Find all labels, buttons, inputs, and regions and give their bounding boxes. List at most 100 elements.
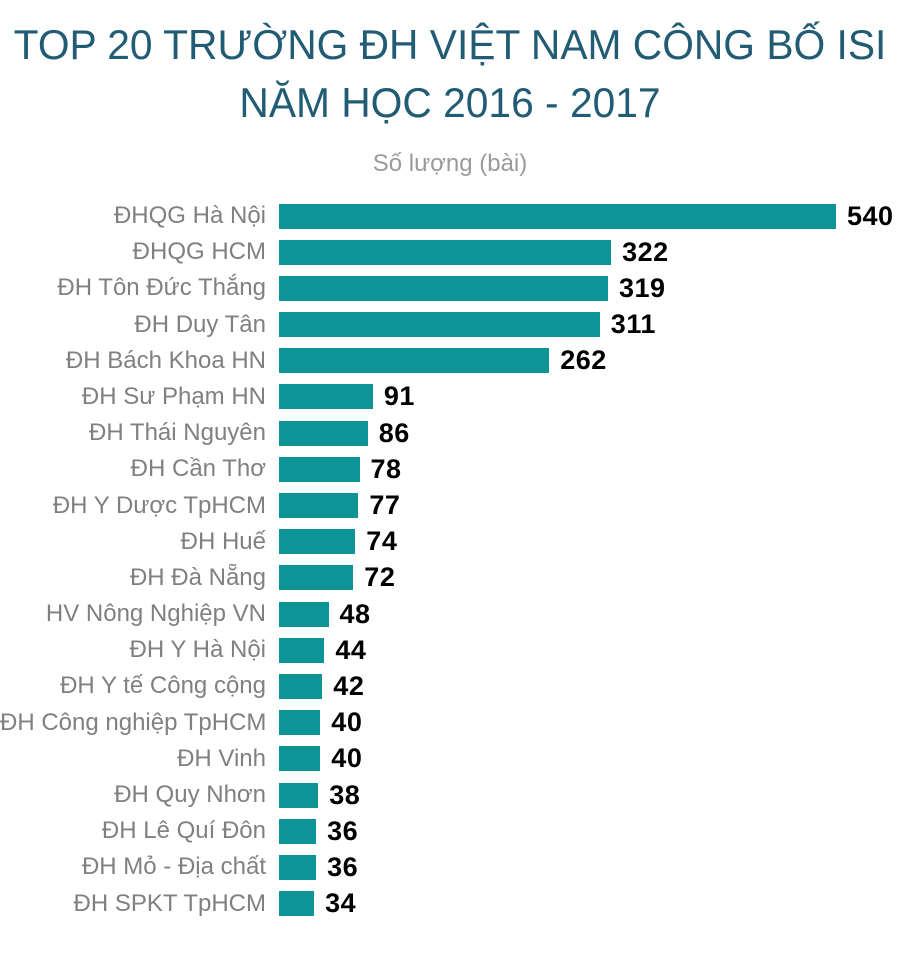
category-label: ĐH Lê Quí Đôn bbox=[101, 817, 266, 845]
bar-area: 38 bbox=[279, 780, 900, 811]
bar-area: 44 bbox=[279, 635, 900, 666]
category-label: ĐH SPKT TpHCM bbox=[73, 889, 266, 917]
chart-row: ĐH Tôn Đức Thắng 319 bbox=[0, 270, 900, 306]
category-label: ĐHQG Hà Nội bbox=[113, 202, 266, 229]
value-label: 78 bbox=[370, 453, 402, 484]
chart-row: ĐH Sư Phạm HN 91 bbox=[0, 379, 900, 415]
chart-row: ĐH Huế 74 bbox=[0, 524, 900, 560]
chart-row: HV Nông Nghiệp VN 48 bbox=[0, 596, 900, 632]
chart-row: ĐH Quy Nhơn 38 bbox=[0, 777, 900, 813]
value-label: 311 bbox=[610, 309, 656, 340]
bar bbox=[279, 384, 373, 410]
value-label: 48 bbox=[339, 598, 371, 629]
bar bbox=[279, 493, 359, 518]
category-label: ĐH Mỏ - Địa chất bbox=[81, 853, 266, 881]
bar-area: 262 bbox=[279, 345, 900, 376]
category-label: ĐH Duy Tân bbox=[134, 310, 266, 338]
bar bbox=[279, 782, 319, 808]
bar bbox=[279, 710, 321, 736]
chart-row: ĐHQG HCM 322 bbox=[0, 234, 900, 270]
chart-row: ĐH Thái Nguyên 86 bbox=[0, 415, 900, 451]
chart-page: TOP 20 TRƯỜNG ĐH VIỆT NAM CÔNG BỐ ISI NĂM… bbox=[0, 16, 900, 922]
bar-area: 36 bbox=[279, 816, 900, 847]
bar bbox=[279, 275, 608, 301]
bar bbox=[279, 529, 356, 555]
bar bbox=[279, 312, 600, 338]
axis-unit-label: Số lượng (bài) bbox=[372, 149, 528, 177]
bar-area: 77 bbox=[279, 490, 900, 521]
bar bbox=[279, 348, 550, 374]
bar bbox=[279, 420, 368, 446]
value-label: 91 bbox=[383, 381, 415, 412]
value-label: 36 bbox=[327, 851, 359, 882]
bar-area: 72 bbox=[279, 562, 900, 593]
category-label: ĐH Cần Thơ bbox=[130, 455, 266, 483]
bar-area: 40 bbox=[279, 707, 900, 738]
bar-area: 34 bbox=[279, 888, 900, 919]
value-label: 44 bbox=[335, 634, 367, 665]
value-label: 72 bbox=[364, 562, 396, 593]
chart-row: ĐH Y tế Công cộng 42 bbox=[0, 668, 900, 704]
bar-area: 91 bbox=[279, 381, 900, 412]
bar-area: 36 bbox=[279, 852, 900, 883]
bar-area: 74 bbox=[279, 526, 900, 557]
chart-row: ĐHQG Hà Nội 540 bbox=[0, 198, 900, 234]
chart-row: ĐH Đà Nẵng 72 bbox=[0, 560, 900, 596]
bar-area: 78 bbox=[279, 454, 900, 485]
value-label: 77 bbox=[369, 490, 401, 520]
bar-chart: ĐHQG Hà Nội 540 ĐHQG HCM 322 ĐH Tôn Đức … bbox=[0, 198, 900, 922]
value-label: 40 bbox=[331, 707, 363, 738]
bar bbox=[279, 203, 836, 229]
category-label: ĐH Y tế Công cộng bbox=[60, 672, 266, 700]
category-label: ĐH Tôn Đức Thắng bbox=[57, 274, 266, 302]
bar bbox=[279, 854, 317, 880]
category-label: ĐH Y Dược TpHCM bbox=[52, 491, 266, 519]
category-label: ĐH Thái Nguyên bbox=[89, 419, 266, 447]
page-title: TOP 20 TRƯỜNG ĐH VIỆT NAM CÔNG BỐ ISI NĂM… bbox=[14, 16, 887, 132]
bar-area: 48 bbox=[279, 599, 900, 630]
category-label: ĐH Huế bbox=[180, 527, 266, 555]
chart-row: ĐH Y Hà Nội 44 bbox=[0, 632, 900, 668]
chart-row: ĐH Duy Tân 311 bbox=[0, 306, 900, 342]
value-label: 74 bbox=[366, 526, 398, 557]
bar-area: 86 bbox=[279, 418, 900, 449]
chart-row: ĐH SPKT TpHCM 34 bbox=[0, 885, 900, 921]
value-label: 36 bbox=[327, 815, 359, 846]
value-label: 38 bbox=[329, 779, 361, 810]
value-label: 34 bbox=[325, 888, 357, 919]
bar-area: 319 bbox=[279, 273, 900, 304]
bar bbox=[279, 239, 612, 265]
bar-area: 40 bbox=[279, 743, 900, 774]
chart-row: ĐH Bách Khoa HN 262 bbox=[0, 343, 900, 379]
value-label: 540 bbox=[847, 200, 894, 231]
bar bbox=[279, 565, 354, 591]
bar bbox=[279, 891, 315, 917]
category-label: ĐHQG HCM bbox=[132, 238, 266, 266]
bar-area: 42 bbox=[279, 671, 900, 702]
page-title-line2: NĂM HỌC 2016 - 2017 bbox=[239, 78, 661, 126]
category-label: ĐH Công nghiệp TpHCM bbox=[0, 708, 267, 736]
bar bbox=[279, 746, 321, 772]
bar-area: 322 bbox=[279, 237, 900, 268]
bar bbox=[279, 637, 325, 663]
bar bbox=[279, 601, 329, 627]
bar bbox=[279, 673, 323, 699]
value-label: 322 bbox=[622, 236, 669, 267]
category-label: ĐH Đà Nẵng bbox=[129, 563, 266, 591]
category-label: ĐH Sư Phạm HN bbox=[81, 382, 266, 410]
category-label: HV Nông Nghiệp VN bbox=[45, 600, 266, 628]
bar-area: 540 bbox=[279, 201, 900, 232]
category-label: ĐH Bách Khoa HN bbox=[65, 346, 266, 374]
chart-row: ĐH Lê Quí Đôn 36 bbox=[0, 813, 900, 849]
bar bbox=[279, 818, 317, 844]
category-label: ĐH Quy Nhơn bbox=[114, 781, 266, 808]
chart-row: ĐH Mỏ - Địa chất 36 bbox=[0, 849, 900, 885]
chart-row: ĐH Cần Thơ 78 bbox=[0, 451, 900, 487]
chart-row: ĐH Y Dược TpHCM 77 bbox=[0, 487, 900, 523]
value-label: 319 bbox=[619, 272, 666, 303]
value-label: 86 bbox=[378, 417, 410, 448]
category-label: ĐH Y Hà Nội bbox=[129, 636, 267, 664]
value-label: 262 bbox=[560, 345, 607, 376]
bar-area: 311 bbox=[279, 309, 900, 340]
value-label: 42 bbox=[333, 670, 365, 701]
